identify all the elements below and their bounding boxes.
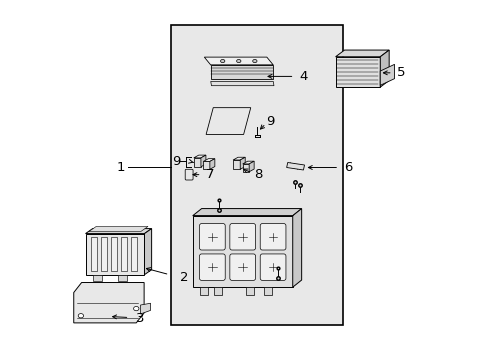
Polygon shape <box>85 234 144 275</box>
Polygon shape <box>203 161 209 169</box>
Polygon shape <box>140 303 150 314</box>
Polygon shape <box>210 65 273 78</box>
Polygon shape <box>380 50 388 87</box>
Text: 3: 3 <box>136 312 144 325</box>
Polygon shape <box>240 157 244 169</box>
Polygon shape <box>214 287 222 295</box>
Text: 8: 8 <box>253 168 262 181</box>
Polygon shape <box>192 208 301 216</box>
Polygon shape <box>204 57 273 65</box>
Polygon shape <box>121 237 127 271</box>
Text: 9: 9 <box>171 155 180 168</box>
Text: 5: 5 <box>397 66 405 79</box>
FancyBboxPatch shape <box>199 254 225 280</box>
FancyBboxPatch shape <box>199 224 225 250</box>
Polygon shape <box>335 50 388 57</box>
Ellipse shape <box>133 306 139 311</box>
Polygon shape <box>335 57 380 87</box>
Polygon shape <box>201 155 205 167</box>
Polygon shape <box>292 208 301 287</box>
Polygon shape <box>91 237 97 271</box>
FancyBboxPatch shape <box>229 224 255 250</box>
Text: 4: 4 <box>299 70 307 83</box>
Ellipse shape <box>78 314 83 318</box>
Polygon shape <box>89 226 148 231</box>
Polygon shape <box>93 275 102 281</box>
Polygon shape <box>192 216 292 287</box>
Polygon shape <box>205 108 250 134</box>
Polygon shape <box>193 155 205 158</box>
Polygon shape <box>111 237 117 271</box>
FancyBboxPatch shape <box>260 254 285 280</box>
Bar <box>171 24 342 325</box>
Ellipse shape <box>252 59 257 63</box>
Polygon shape <box>118 275 126 281</box>
Polygon shape <box>85 229 151 234</box>
FancyBboxPatch shape <box>260 224 285 250</box>
Polygon shape <box>200 287 207 295</box>
Polygon shape <box>246 287 254 295</box>
Polygon shape <box>193 158 201 167</box>
Polygon shape <box>242 161 254 164</box>
Text: 9: 9 <box>266 115 274 128</box>
Polygon shape <box>248 161 254 172</box>
Text: 6: 6 <box>344 161 352 174</box>
Text: 2: 2 <box>179 271 188 284</box>
Polygon shape <box>242 164 248 172</box>
Polygon shape <box>131 237 137 271</box>
Polygon shape <box>210 81 273 86</box>
Polygon shape <box>233 160 240 169</box>
Ellipse shape <box>220 59 224 63</box>
Polygon shape <box>380 64 394 85</box>
Polygon shape <box>101 237 107 271</box>
FancyBboxPatch shape <box>185 169 193 180</box>
Polygon shape <box>203 159 214 161</box>
Ellipse shape <box>236 59 241 63</box>
FancyBboxPatch shape <box>229 254 255 280</box>
Polygon shape <box>264 287 271 295</box>
Polygon shape <box>209 159 214 169</box>
Text: 7: 7 <box>205 168 214 181</box>
Polygon shape <box>74 283 144 323</box>
Polygon shape <box>233 157 244 160</box>
Polygon shape <box>286 162 304 170</box>
Text: 1: 1 <box>117 161 125 174</box>
Polygon shape <box>144 229 151 275</box>
